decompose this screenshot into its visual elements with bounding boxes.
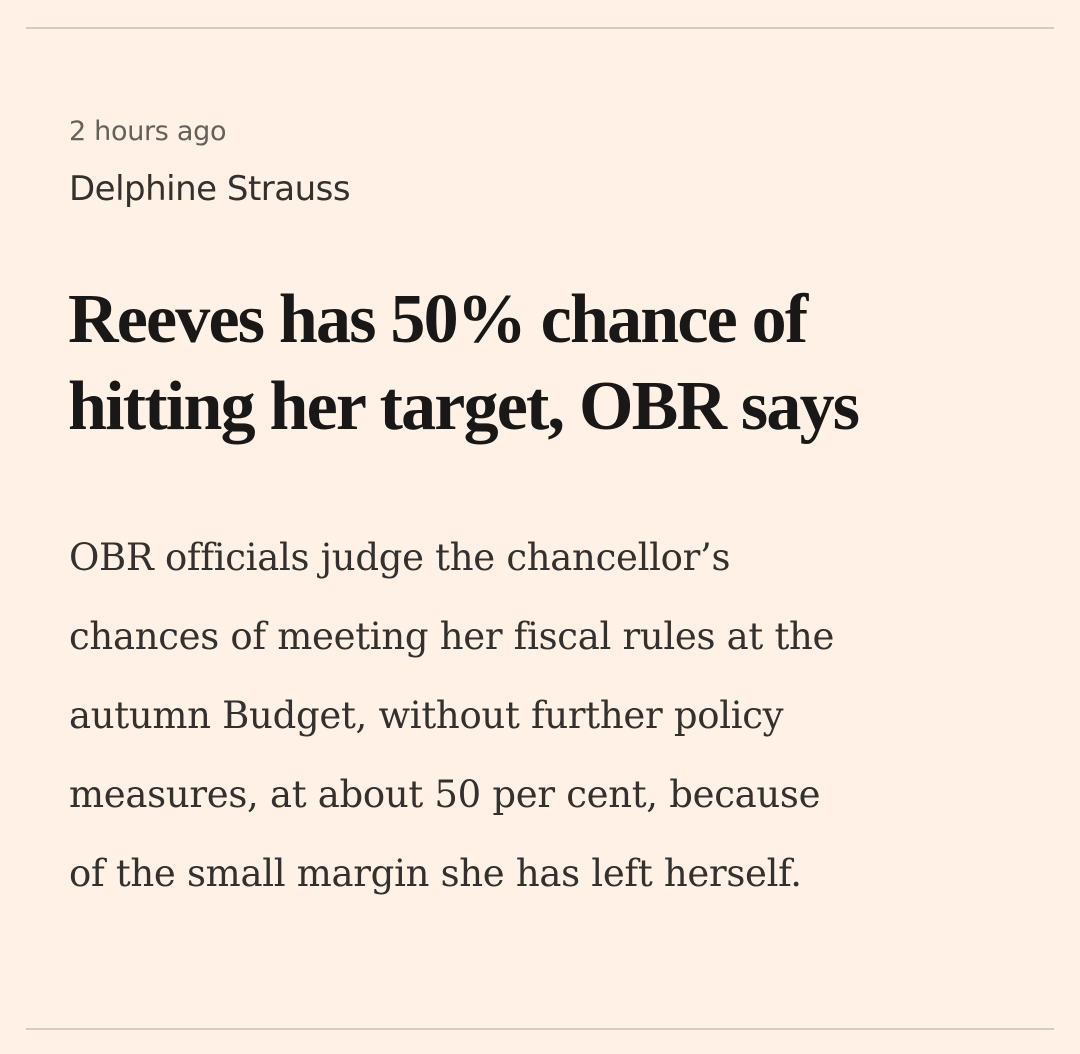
standfirst-line: autumn Budget, without further policy <box>69 694 784 737</box>
headline-line: Reeves has 50% chance of <box>68 281 808 358</box>
standfirst: OBR officials judge the chancellor’s cha… <box>69 518 834 913</box>
bottom-divider <box>26 1028 1054 1030</box>
standfirst-line: measures, at about 50 per cent, because <box>69 773 821 816</box>
timestamp: 2 hours ago <box>69 116 227 147</box>
standfirst-line: OBR officials judge the chancellor’s <box>69 536 731 579</box>
author-link[interactable]: Delphine Strauss <box>69 169 351 209</box>
headline-line: hitting her target, OBR says <box>68 368 860 445</box>
top-divider <box>26 27 1054 29</box>
standfirst-line: chances of meeting her fiscal rules at t… <box>69 615 835 658</box>
headline-link[interactable]: Reeves has 50% chance of hitting her tar… <box>68 276 860 450</box>
standfirst-line: of the small margin she has left herself… <box>69 852 802 895</box>
